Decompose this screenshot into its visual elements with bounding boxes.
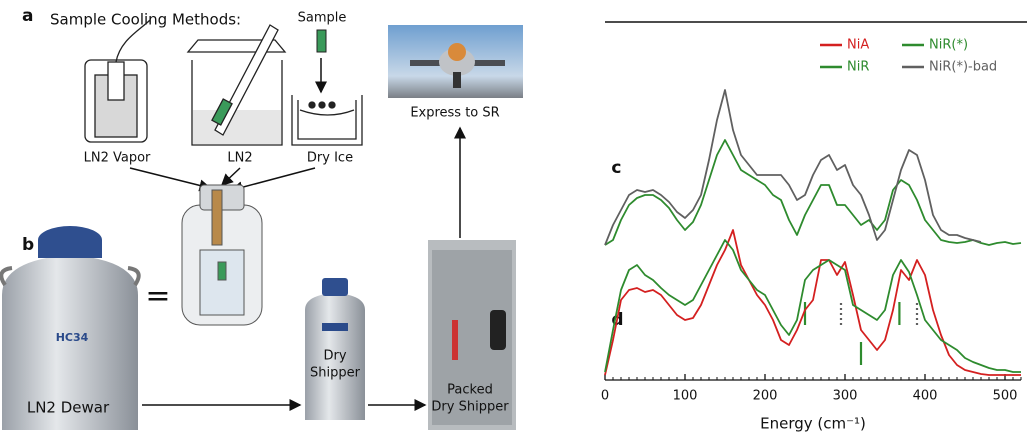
series-line [604, 89, 982, 246]
x-tick-label: 0 [601, 389, 609, 404]
shipper-label: Shipper [310, 366, 361, 381]
legend-label: NiR(*) [929, 38, 968, 53]
method-label: LN2 [227, 151, 252, 166]
group-label: c [611, 158, 621, 178]
legend-label: NiA [847, 38, 869, 53]
series-line [604, 139, 1022, 246]
packed-label: Dry Shipper [431, 400, 509, 415]
method-label: Dry Ice [307, 151, 353, 166]
dewar-cutaway [181, 184, 263, 326]
x-tick-label: 300 [833, 389, 858, 404]
x-tick-label: 400 [913, 389, 938, 404]
panel-label: b [22, 235, 34, 255]
dry-ice-icon [291, 95, 363, 146]
panel-label: a [22, 6, 33, 26]
vapor-dewar-icon [84, 19, 151, 143]
dewar-label: LN2 Dewar [27, 399, 110, 417]
legend-label: NiR [847, 60, 869, 75]
x-tick-label: 500 [993, 389, 1018, 404]
ln2-dewar-photo [0, 226, 141, 430]
dry-shipper-photo [305, 278, 365, 420]
dewar-badge: HC34 [56, 331, 89, 344]
legend-label: NiR(*)-bad [929, 60, 997, 75]
x-tick-label: 100 [673, 389, 698, 404]
series-line [604, 239, 1021, 373]
shipper-label: Dry [323, 349, 346, 364]
express-label: Express to SR [410, 106, 499, 121]
packed-label: Packed [447, 383, 493, 398]
series-line [604, 229, 1021, 376]
diagram-title: Sample Cooling Methods: [50, 11, 241, 29]
x-axis-label: Energy (cm⁻¹) [760, 415, 866, 433]
ln2-bucket-icon [186, 24, 287, 146]
method-label: LN2 Vapor [84, 151, 151, 166]
sample-tube [316, 29, 327, 53]
arrows [129, 167, 316, 194]
equals: = [145, 279, 170, 314]
sample-label: Sample [298, 11, 347, 26]
x-tick-label: 200 [753, 389, 778, 404]
airplane-photo [388, 25, 523, 98]
packed-shipper-photo [428, 240, 516, 430]
